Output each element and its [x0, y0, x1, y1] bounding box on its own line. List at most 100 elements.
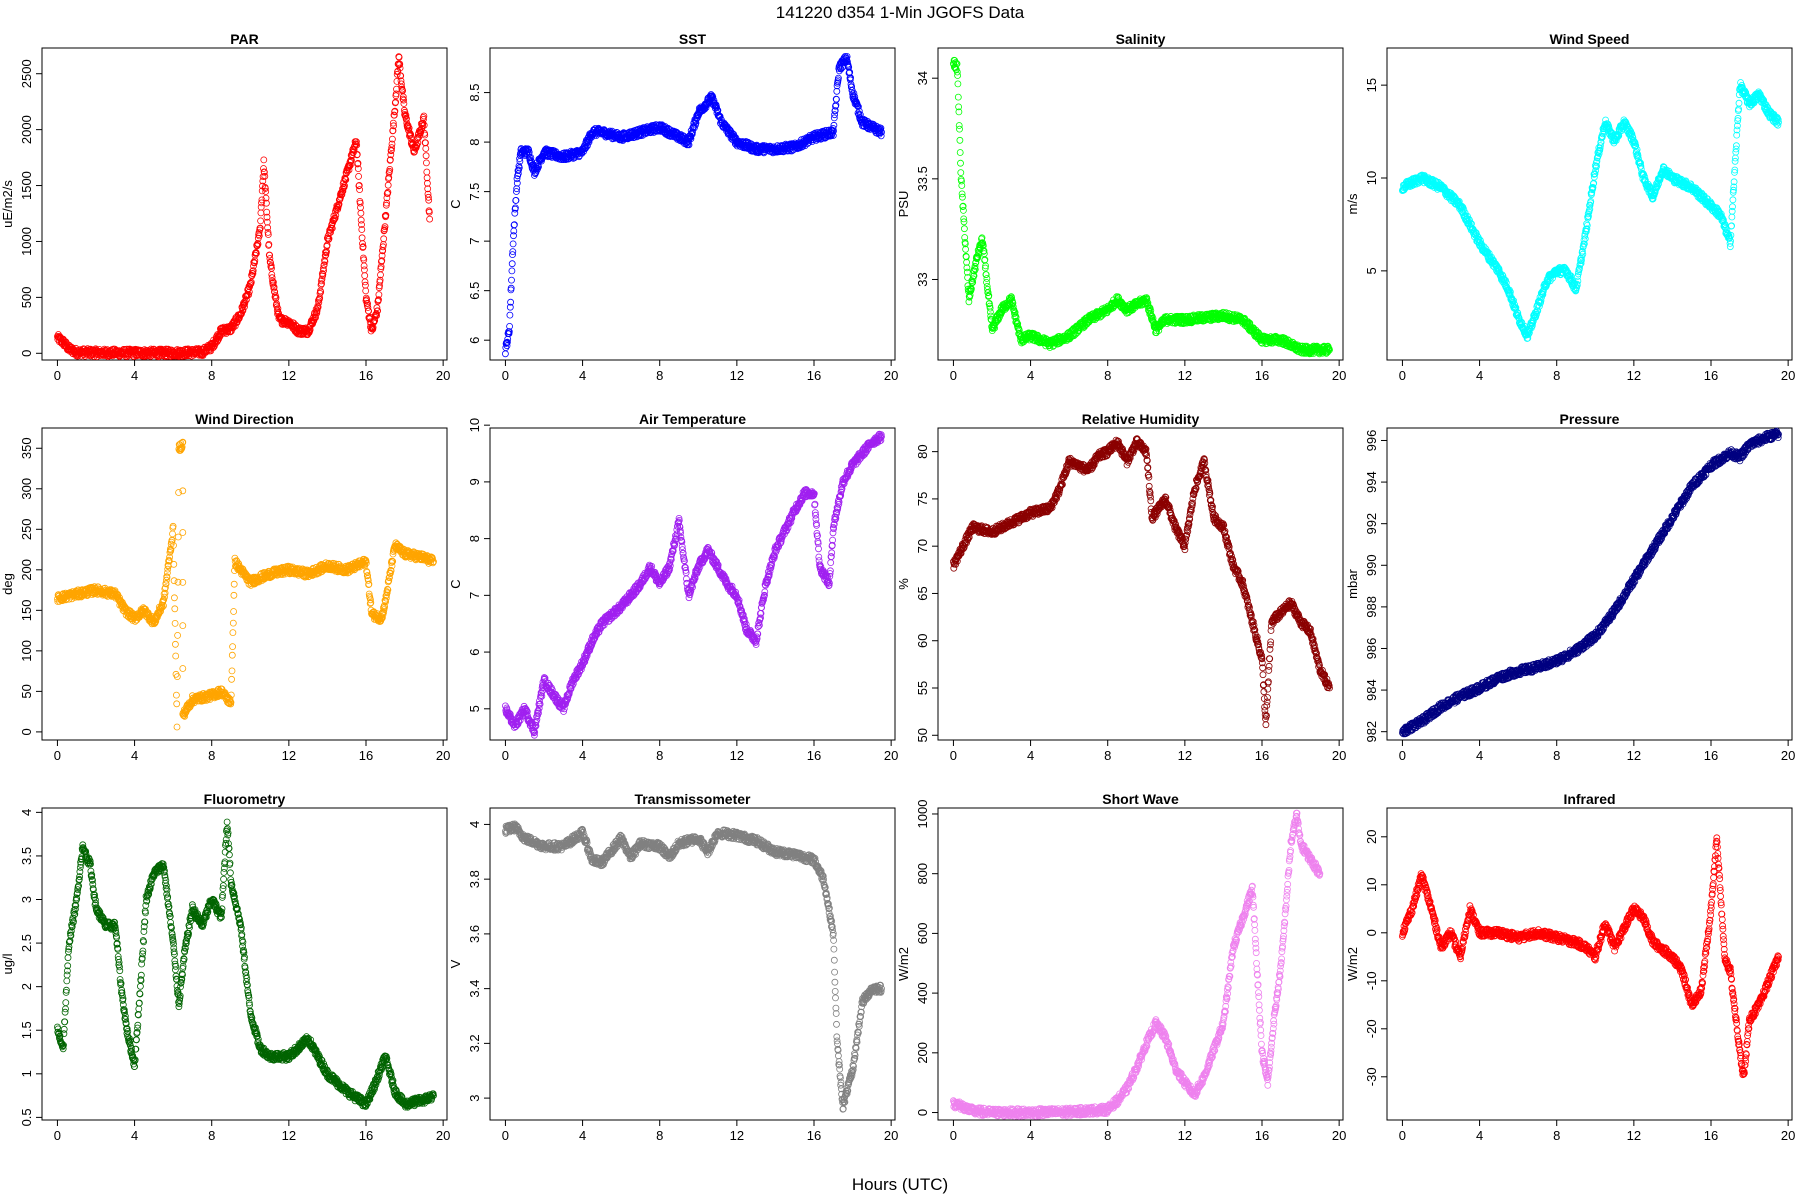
x-tick-label: 16	[359, 368, 373, 383]
data-point	[509, 240, 517, 248]
data-point	[833, 87, 841, 95]
x-tick-label: 8	[1553, 368, 1560, 383]
y-tick-label: 7.5	[467, 183, 482, 201]
x-tick-label: 8	[1104, 368, 1111, 383]
x-tick-label: 16	[807, 368, 821, 383]
y-tick-label: 300	[19, 478, 34, 500]
y-tick-label: 1000	[19, 227, 34, 256]
x-tick-label: 20	[436, 748, 450, 763]
data-point	[512, 196, 520, 204]
x-tick-label: 12	[282, 368, 296, 383]
data-point	[357, 209, 365, 217]
plot-frame	[41, 47, 448, 361]
data-point	[956, 125, 963, 133]
data-point	[384, 181, 392, 189]
x-tick-label: 0	[950, 368, 957, 383]
figure-xlabel: Hours (UTC)	[852, 1175, 948, 1194]
x-tick-label: 20	[436, 368, 450, 383]
y-tick-label: 250	[19, 518, 34, 540]
data-point	[954, 72, 961, 79]
data-point	[380, 235, 388, 243]
data-point	[954, 93, 962, 101]
panel-title: Salinity	[1116, 31, 1166, 47]
y-tick-label: 15	[1364, 78, 1379, 92]
data-point	[833, 96, 840, 103]
x-tick-label: 12	[282, 748, 296, 763]
y-tick-label: 5	[1364, 267, 1379, 274]
y-tick-label: 33.5	[915, 166, 930, 191]
x-tick-label: 4	[131, 368, 138, 383]
data-point	[962, 245, 969, 253]
series-points	[950, 56, 1333, 358]
data-point	[1735, 99, 1743, 107]
data-point	[422, 152, 430, 160]
data-point	[426, 215, 434, 223]
series-points	[54, 438, 437, 731]
data-point	[260, 156, 268, 164]
y-tick-label: 10	[1364, 171, 1379, 185]
x-tick-label: 0	[54, 748, 61, 763]
data-point	[365, 307, 373, 315]
data-point	[983, 275, 991, 282]
data-point	[508, 267, 516, 275]
x-tick-label: 4	[579, 368, 586, 383]
data-point	[355, 172, 363, 180]
x-tick-label: 12	[1178, 368, 1192, 383]
series-points	[501, 53, 885, 358]
data-point	[360, 266, 368, 274]
figure-title: 141220 d354 1-Min JGOFS Data	[776, 3, 1025, 22]
y-tick-label: 33	[915, 272, 930, 286]
series-points	[54, 53, 434, 361]
y-tick-label: 6.5	[467, 282, 482, 300]
data-point	[1729, 203, 1736, 211]
data-point	[1728, 222, 1735, 230]
y-tick-label: 150	[19, 599, 34, 621]
y-tick-label: 7	[467, 238, 482, 245]
data-point	[956, 149, 964, 156]
data-point	[954, 80, 962, 88]
data-point	[356, 186, 364, 194]
data-point	[1729, 196, 1737, 204]
data-point	[1728, 213, 1736, 221]
data-point	[963, 258, 970, 266]
data-point	[361, 272, 369, 280]
x-tick-label: 20	[1332, 368, 1346, 383]
data-point	[400, 100, 408, 107]
data-point	[422, 145, 430, 152]
x-tick-label: 0	[1399, 368, 1406, 383]
data-point	[508, 276, 515, 284]
x-tick-label: 20	[1781, 368, 1795, 383]
x-tick-label: 0	[502, 368, 509, 383]
data-point	[960, 206, 967, 214]
data-point	[956, 136, 964, 144]
x-tick-label: 8	[208, 748, 215, 763]
data-point	[257, 209, 265, 217]
y-tick-label: 2500	[19, 59, 34, 88]
series-points	[1399, 79, 1782, 342]
data-point	[358, 234, 366, 242]
data-point	[961, 225, 968, 233]
panel-title: Wind Direction	[195, 411, 294, 427]
y-tick-label: 0	[19, 350, 34, 357]
y-tick-label: 8.5	[467, 84, 482, 102]
x-tick-label: 16	[1704, 368, 1718, 383]
y-axis-label: deg	[0, 573, 15, 595]
x-tick-label: 16	[359, 748, 373, 763]
data-point	[422, 139, 429, 147]
data-point	[958, 182, 966, 189]
x-tick-label: 16	[1255, 368, 1269, 383]
x-tick-label: 8	[656, 368, 663, 383]
x-tick-label: 0	[54, 368, 61, 383]
y-tick-label: 2000	[19, 115, 34, 144]
panel-title: SST	[679, 31, 707, 47]
y-tick-label: 1500	[19, 171, 34, 200]
plot-frame	[489, 47, 896, 361]
y-tick-label: 50	[19, 684, 34, 698]
data-point	[957, 159, 964, 167]
data-point	[357, 204, 364, 211]
